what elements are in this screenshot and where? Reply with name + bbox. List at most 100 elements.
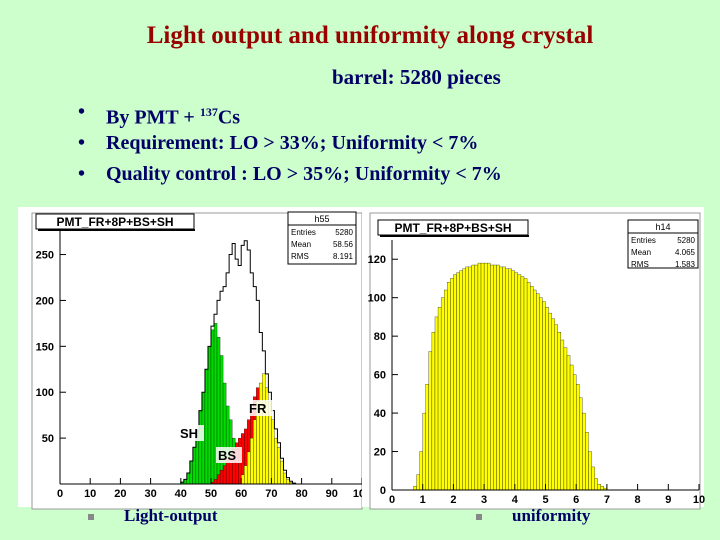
- region-label-bg: [247, 400, 273, 416]
- bullet-item: • Quality control : LO > 35%; Uniformity …: [78, 159, 502, 190]
- y-tick-label: 0: [380, 485, 386, 497]
- histogram-bar-yellow: [499, 266, 503, 491]
- caption-bullet-icon: [88, 514, 94, 521]
- stats-row-value: 5280: [677, 236, 695, 245]
- histogram-bar-yellow: [557, 332, 562, 491]
- histogram-bar-yellow: [505, 268, 509, 491]
- histogram-bar-yellow: [572, 374, 577, 491]
- y-tick-label: 40: [374, 408, 386, 420]
- histogram-bar-yellow: [425, 384, 429, 491]
- histogram-bar-yellow: [450, 278, 454, 491]
- stats-row-label: RMS: [631, 260, 649, 269]
- stats-row-value: 1.583: [675, 260, 696, 269]
- y-tick-label: 150: [36, 341, 54, 353]
- histogram-bar-yellow: [551, 318, 555, 491]
- x-tick-label: 50: [205, 488, 217, 500]
- caption-uniformity: uniformity: [476, 506, 590, 526]
- x-tick-label: 0: [57, 488, 63, 500]
- stats-box: [627, 219, 699, 269]
- histogram-bar-yellow: [536, 293, 540, 491]
- histogram-bar-yellow: [250, 437, 254, 485]
- x-tick-label: 0: [389, 494, 395, 506]
- histogram-bar-yellow: [468, 266, 472, 491]
- x-tick-label: 10: [693, 494, 705, 506]
- histogram-bar-yellow: [508, 268, 512, 491]
- histogram-bar-yellow: [247, 451, 251, 485]
- histogram-bar-yellow: [594, 478, 598, 491]
- slide-title: Light output and uniformity along crysta…: [146, 22, 594, 49]
- histogram-bar-yellow: [514, 272, 519, 491]
- x-tick-label: 5: [542, 494, 548, 506]
- stats-row-value: 5280: [335, 228, 353, 237]
- region-label-bg: [178, 425, 204, 441]
- histogram-bar-yellow: [483, 262, 488, 491]
- histogram-bar-yellow: [480, 262, 485, 491]
- histogram-outline-total: [180, 240, 299, 485]
- histogram-bar-yellow: [526, 282, 531, 491]
- bullet-superscript: 137: [199, 105, 218, 119]
- region-label-sh: SH: [180, 426, 198, 441]
- histogram-bar-yellow: [511, 270, 515, 491]
- region-label-bg: [216, 447, 242, 463]
- histogram-bar-yellow: [520, 276, 525, 491]
- histogram-bar-yellow: [259, 382, 263, 485]
- histogram-bar-red: [213, 479, 218, 485]
- x-tick-label: 20: [114, 488, 126, 500]
- histogram-bar-yellow: [569, 364, 574, 491]
- histogram-bar-yellow: [453, 274, 457, 491]
- histogram-bar-yellow: [563, 347, 568, 491]
- stats-row-value: 4.065: [675, 248, 696, 257]
- histogram-bar-yellow: [566, 355, 571, 491]
- histogram-bar-yellow: [444, 289, 448, 491]
- histogram-bar-yellow: [471, 264, 476, 491]
- histogram-bar-yellow: [530, 286, 534, 491]
- stats-row-value: 58.56: [333, 240, 354, 249]
- bullet-text: Requirement: LO > 33%; Uniformity < 7%: [106, 132, 479, 154]
- histogram-bar-yellow: [274, 437, 278, 485]
- caption-bullet-icon: [476, 514, 482, 521]
- x-tick-label: 30: [144, 488, 156, 500]
- bullet-dot: •: [78, 132, 86, 154]
- bullet-dot: •: [78, 101, 86, 123]
- x-tick-label: 10: [84, 488, 96, 500]
- histogram-bar-red: [216, 474, 221, 485]
- y-tick-label: 80: [374, 331, 386, 343]
- histogram-bar-yellow: [588, 451, 592, 491]
- caption-light-output: Light-output: [88, 506, 218, 526]
- stats-row-label: Entries: [631, 236, 656, 245]
- histogram-bar-yellow: [437, 307, 442, 491]
- y-tick-label: 120: [368, 254, 386, 266]
- histogram-bar-yellow: [517, 274, 522, 491]
- histogram-bar-yellow: [554, 324, 558, 491]
- caption-text: uniformity: [512, 506, 591, 525]
- histogram-bar-red: [219, 470, 224, 485]
- region-label-fr: FR: [249, 401, 267, 416]
- histogram-bar-yellow: [597, 484, 601, 491]
- histogram-bar-red: [222, 465, 227, 485]
- stats-row-label: Mean: [631, 248, 651, 257]
- x-tick-label: 2: [450, 494, 456, 506]
- y-tick-label: 200: [36, 295, 54, 307]
- x-tick-label: 40: [175, 488, 187, 500]
- histogram-bar-yellow: [431, 332, 436, 491]
- histogram-bar-yellow: [459, 270, 463, 491]
- stats-histogram-name: h55: [314, 214, 329, 224]
- histogram-bar-yellow: [542, 301, 546, 491]
- stats-row-label: Entries: [291, 228, 316, 237]
- x-tick-label: 7: [604, 494, 610, 506]
- y-tick-label: 100: [368, 293, 386, 305]
- y-tick-label: 250: [36, 250, 54, 262]
- stats-row-label: RMS: [291, 252, 309, 261]
- histogram-bar-yellow: [413, 486, 417, 491]
- x-tick-label: 60: [235, 488, 247, 500]
- histogram-bar-yellow: [253, 419, 257, 485]
- bullet-list: • By PMT + 137Cs • Requirement: LO > 33%; …: [78, 97, 502, 190]
- histogram-bar-yellow: [591, 466, 595, 491]
- histogram-bar-yellow: [579, 397, 583, 491]
- histogram-bar-yellow: [502, 266, 506, 491]
- bullet-dot: •: [78, 163, 86, 185]
- x-tick-label: 6: [573, 494, 579, 506]
- histogram-bar-yellow: [523, 278, 528, 491]
- y-tick-label: 100: [36, 387, 54, 399]
- histogram-bar-yellow: [533, 289, 537, 491]
